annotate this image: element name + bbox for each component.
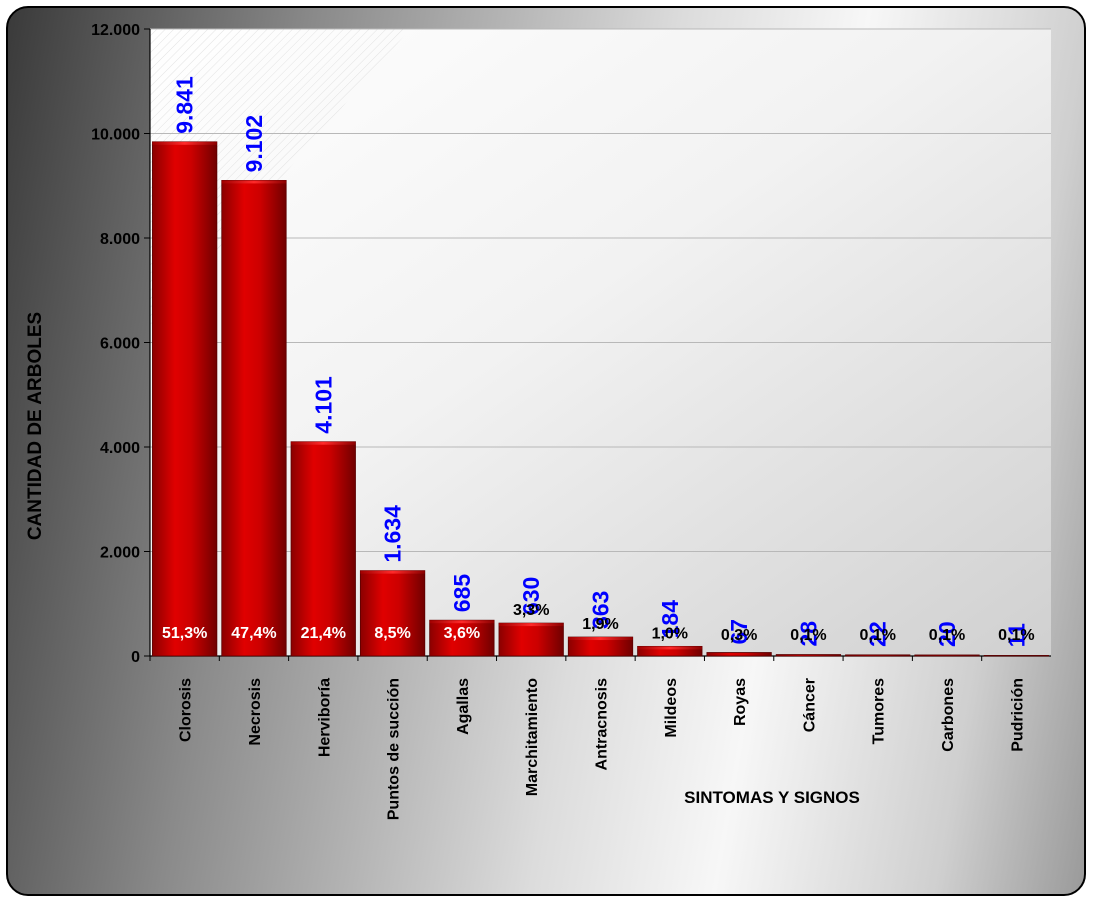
bar xyxy=(498,622,564,657)
bar xyxy=(845,654,911,657)
x-tick-label: Royas xyxy=(732,678,749,726)
bar xyxy=(290,441,356,657)
x-tick-label: Carbones xyxy=(940,678,957,752)
bar-chart: 0 2.000 4.000 6.000 8.000 10.000 12.000 Cloros… xyxy=(25,22,1051,820)
y-tick-label: 4.000 xyxy=(100,440,140,457)
value-label: 9.841 xyxy=(172,76,198,134)
percent-label: 1,9% xyxy=(582,616,618,633)
value-label: 1.634 xyxy=(380,505,406,563)
y-tick-label: 2.000 xyxy=(100,545,140,562)
percent-label: 0,1% xyxy=(859,627,895,644)
value-label: 184 xyxy=(657,600,683,639)
x-tick-label: Marchitamiento xyxy=(524,678,541,796)
x-tick-label: Cáncer xyxy=(801,678,818,732)
x-axis-label: SINTOMAS Y SIGNOS xyxy=(684,788,860,807)
y-tick-label: 12.000 xyxy=(91,22,140,39)
bar xyxy=(983,655,1049,657)
percent-label: 0,1% xyxy=(929,627,965,644)
value-label: 630 xyxy=(518,577,544,615)
value-label: 9.102 xyxy=(241,115,267,173)
percent-label: 8,5% xyxy=(374,625,410,642)
x-tick-label: Tumores xyxy=(871,678,888,744)
value-label: 20 xyxy=(934,621,960,647)
bar xyxy=(706,652,772,657)
value-label: 685 xyxy=(449,574,475,613)
x-tick-label: Agallas xyxy=(455,678,472,735)
percent-label: 47,4% xyxy=(231,625,276,642)
bar xyxy=(152,141,218,657)
bar-top xyxy=(152,141,217,145)
bar-top xyxy=(360,570,425,574)
bar xyxy=(221,180,287,657)
bar-top xyxy=(429,620,495,624)
x-tick-label: Mildeos xyxy=(663,678,680,738)
y-tick-label: 0 xyxy=(131,649,140,666)
x-tick-label: Pudrición xyxy=(1009,678,1026,752)
x-tick-label: Herviboría xyxy=(316,678,333,757)
x-tick-label: Necrosis xyxy=(247,678,264,746)
percent-label: 0,1% xyxy=(998,627,1034,644)
bar-top xyxy=(498,623,564,627)
value-label: 11 xyxy=(1003,623,1029,648)
x-tick-label: Antracnosis xyxy=(594,678,611,771)
percent-label: 21,4% xyxy=(301,625,346,642)
y-tick-label: 8.000 xyxy=(100,231,140,248)
bar xyxy=(359,570,426,657)
chart-frame: 0 2.000 4.000 6.000 8.000 10.000 12.000 Cloros… xyxy=(6,6,1086,896)
value-label: 28 xyxy=(795,621,821,647)
value-label: 22 xyxy=(865,621,891,647)
percent-label: 0,1% xyxy=(790,627,826,644)
bar xyxy=(775,654,842,657)
percent-label: 51,3% xyxy=(162,625,207,642)
bar-top xyxy=(221,180,287,184)
value-label: 67 xyxy=(726,619,752,645)
bar-top xyxy=(568,637,633,641)
percent-label: 3,3% xyxy=(513,602,549,619)
bar-top xyxy=(637,646,703,650)
bar xyxy=(914,654,980,657)
percent-label: 3,6% xyxy=(444,625,480,642)
value-label: 363 xyxy=(588,591,614,629)
x-tick-label: Puntos de succión xyxy=(386,678,403,820)
y-tick-label: 10.000 xyxy=(91,127,140,144)
bar-top xyxy=(291,441,356,445)
y-tick-label: 6.000 xyxy=(100,336,140,353)
y-axis-label: CANTIDAD DE ARBOLES xyxy=(25,312,46,540)
percent-label: 1,0% xyxy=(652,625,688,642)
x-tick-label: Clorosis xyxy=(178,678,195,742)
value-label: 4.101 xyxy=(310,376,336,434)
bar xyxy=(429,619,495,657)
percent-label: 0,3% xyxy=(721,627,757,644)
